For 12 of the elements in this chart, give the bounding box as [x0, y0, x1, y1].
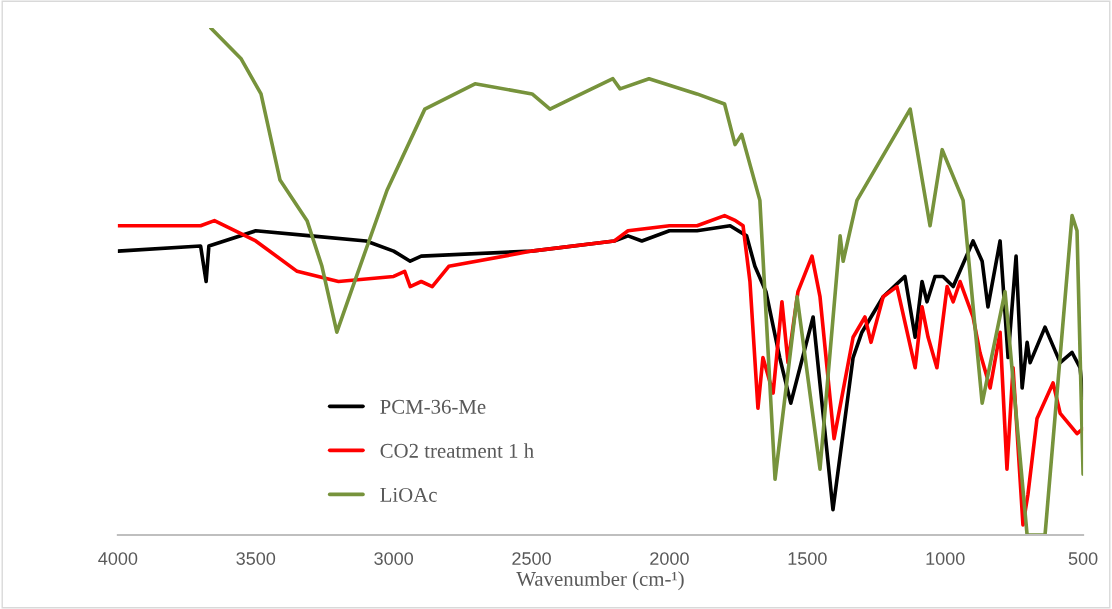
x-tick-label: 4000 [98, 552, 138, 565]
x-tick-label: 1500 [788, 552, 827, 565]
x-tick-label: 2500 [512, 552, 551, 565]
x-tick-label: 3000 [374, 552, 414, 565]
legend-label: PCM-36-Me [380, 399, 486, 414]
legend-label: LiOAc [380, 487, 437, 502]
x-tick-label: 500 [1068, 552, 1098, 565]
x-tick-label: 1000 [926, 552, 965, 565]
x-axis-title: Wavenumber (cm-¹) [516, 571, 684, 591]
legend-label: CO2 treatment 1 h [380, 443, 534, 458]
x-tick-label: 3500 [236, 552, 276, 565]
x-tick-label: 2000 [650, 552, 689, 565]
